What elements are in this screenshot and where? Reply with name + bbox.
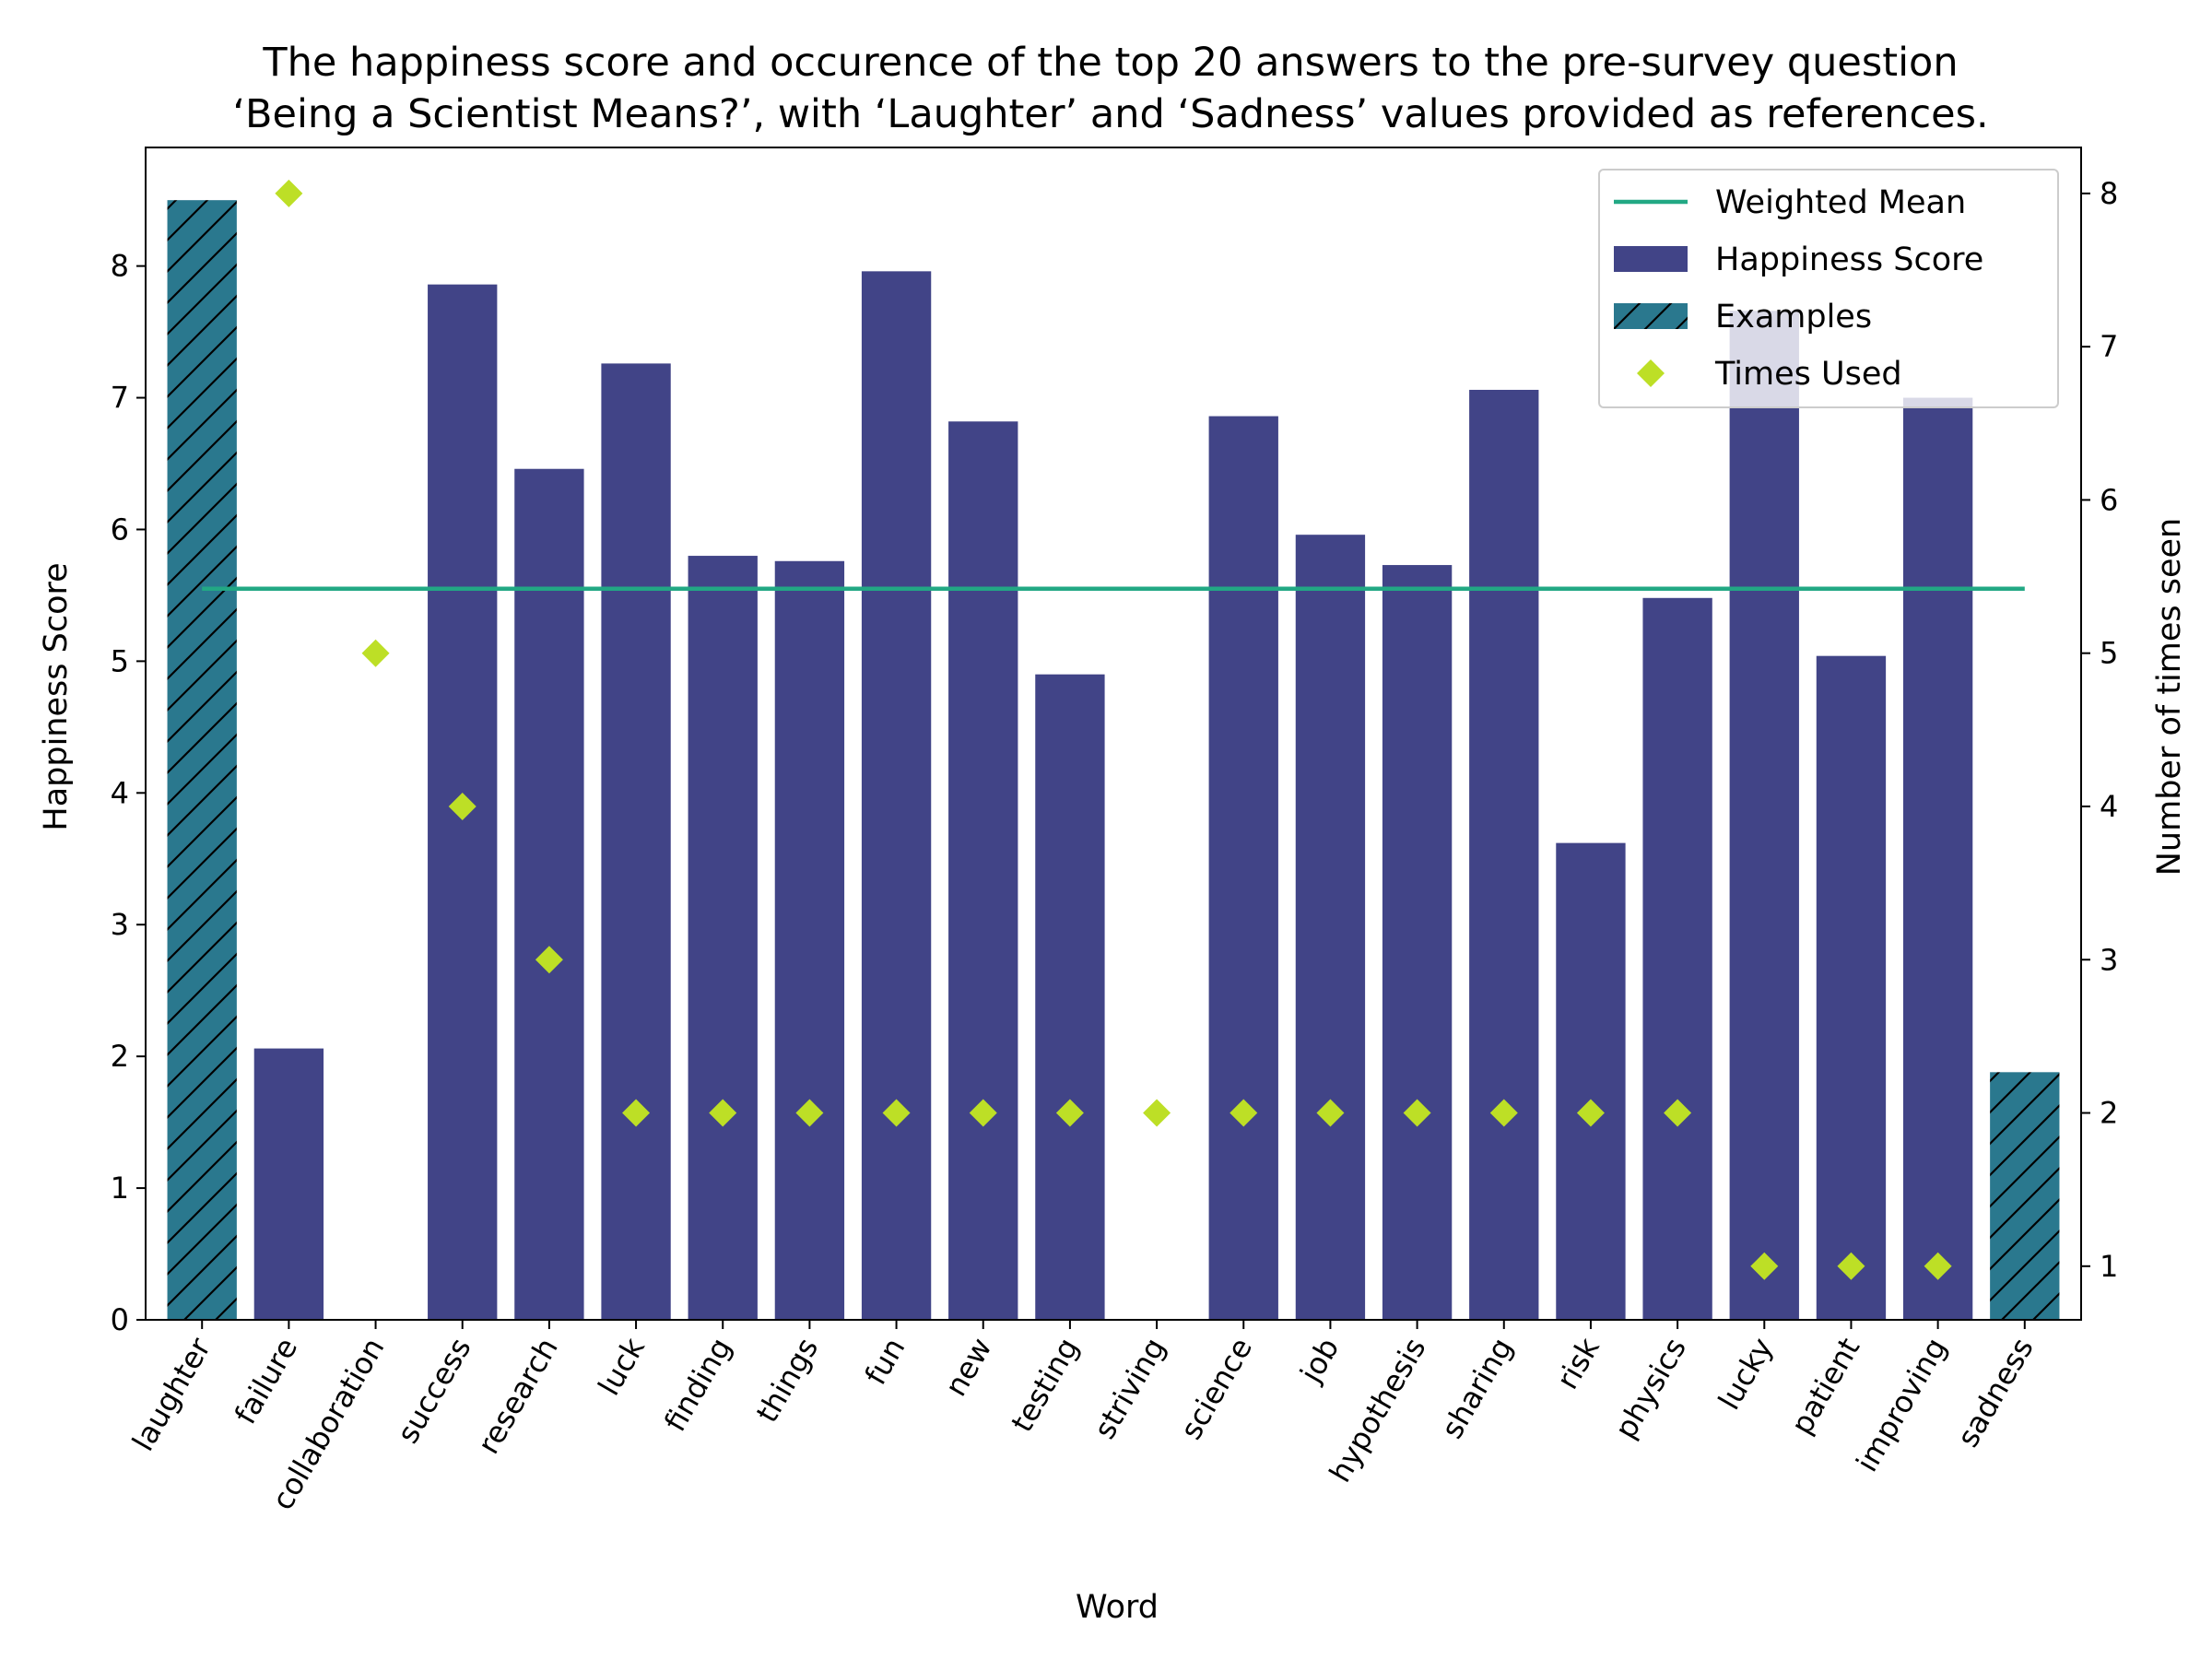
y-tick-label: 2: [111, 1039, 129, 1074]
marker-fun: [882, 1099, 911, 1127]
x-tick-label-fun: fun: [858, 1332, 912, 1391]
bar-things: [774, 560, 845, 1320]
legend-label: Examples: [1715, 299, 1872, 335]
y-axis-label: Happiness Score: [38, 562, 75, 830]
marker-science: [1230, 1099, 1258, 1127]
marker-improving: [1924, 1252, 1952, 1280]
bar-failure: [253, 1048, 324, 1320]
y-tick-label: 5: [111, 643, 129, 678]
y-tick-label: 8: [111, 249, 129, 284]
bar-physics: [1642, 597, 1712, 1320]
x-tick-label-testing: testing: [1004, 1332, 1085, 1438]
y2-tick-label: 5: [2100, 636, 2118, 671]
legend-box: [1598, 169, 2059, 408]
marker-new: [969, 1099, 997, 1127]
marker-luck: [622, 1099, 651, 1127]
example-bar-sadness: [1990, 1072, 2060, 1320]
example-bar-laughter: [167, 200, 237, 1320]
legend-swatch-examples: [1614, 303, 1688, 329]
legend-swatch-times-used: [1637, 359, 1665, 387]
x-tick-label-failure: failure: [228, 1332, 304, 1430]
x-ticks: laughter failurecollaborationsuccessresea…: [125, 1320, 2041, 1516]
right-ticks: 1 2 3 4 5 6 7 8: [2081, 176, 2118, 1284]
legend-label: Happiness Score: [1715, 241, 1983, 278]
marker-hypothesis: [1403, 1099, 1431, 1127]
marker-collaboration: [361, 639, 390, 667]
x-tick-label-physics: physics: [1607, 1332, 1693, 1444]
y2-axis-label: Number of times seen: [2151, 518, 2188, 877]
x-tick-label-laughter: laughter: [125, 1331, 218, 1456]
bar-luck: [601, 363, 671, 1321]
y2-tick-label: 8: [2100, 176, 2118, 211]
bar-fun: [861, 271, 932, 1320]
bar-patient: [1816, 655, 1887, 1320]
x-tick-label-things: things: [749, 1332, 825, 1429]
marker-success: [448, 792, 477, 820]
bar-job: [1295, 535, 1366, 1320]
bars-layer: [167, 200, 2060, 1321]
x-tick-label-new: new: [938, 1332, 999, 1402]
marker-job: [1316, 1099, 1345, 1127]
x-tick-label-patient: patient: [1784, 1332, 1867, 1441]
marker-lucky: [1750, 1252, 1779, 1280]
marker-striving: [1143, 1099, 1171, 1127]
marker-physics: [1664, 1099, 1692, 1127]
markers-layer: [275, 179, 1952, 1280]
marker-research: [535, 946, 563, 974]
bar-hypothesis: [1382, 565, 1453, 1320]
y-tick-label: 3: [111, 907, 129, 942]
marker-failure: [275, 179, 303, 207]
left-ticks: 0 1 2 3 4 5 6 7 8: [111, 249, 146, 1337]
y2-tick-label: 3: [2100, 942, 2118, 977]
x-tick-label-risk: risk: [1549, 1332, 1606, 1395]
bar-new: [948, 421, 1018, 1321]
y-tick-label: 0: [111, 1302, 129, 1337]
y2-tick-label: 4: [2100, 789, 2118, 824]
y2-tick-label: 6: [2100, 482, 2118, 517]
x-tick-label-striving: striving: [1087, 1332, 1172, 1445]
x-tick-label-science: science: [1173, 1332, 1259, 1445]
chart-title-line-1: The happiness score and occurence of the…: [262, 40, 1958, 86]
x-tick-label-success: success: [390, 1332, 477, 1449]
x-tick-label-improving: improving: [1849, 1332, 1953, 1477]
plot-frame: [145, 147, 2082, 1321]
bar-testing: [1035, 674, 1105, 1320]
chart-title: The happiness score and occurence of the…: [232, 40, 1988, 137]
x-tick-label-luck: luck: [591, 1332, 652, 1402]
marker-patient: [1837, 1252, 1865, 1280]
x-tick-label-finding: finding: [657, 1332, 738, 1437]
marker-sharing: [1489, 1099, 1518, 1127]
axes-layer: [145, 147, 2082, 1321]
x-tick-label-sharing: sharing: [1434, 1332, 1520, 1444]
bar-sharing: [1469, 389, 1539, 1320]
x-tick-label-research: research: [471, 1332, 565, 1460]
y-tick-label: 7: [111, 381, 129, 416]
y-tick-label: 4: [111, 775, 129, 810]
bar-finding: [688, 556, 758, 1320]
x-tick-label-sadness: sadness: [1950, 1332, 2041, 1453]
legend-label: Times Used: [1714, 356, 1902, 393]
x-tick-label-lucky: lucky: [1712, 1332, 1780, 1416]
legend-label: Weighted Mean: [1715, 184, 1966, 221]
x-axis-label: Word: [1076, 1589, 1159, 1626]
bar-research: [514, 468, 584, 1320]
bar-improving: [1902, 397, 1973, 1321]
legend: Weighted Mean Happiness Score Examples Time…: [1598, 169, 2059, 408]
marker-finding: [709, 1099, 737, 1127]
bar-science: [1208, 416, 1278, 1320]
x-tick-label-job: job: [1293, 1332, 1347, 1389]
y-tick-label: 1: [111, 1171, 129, 1206]
y-tick-label: 6: [111, 512, 129, 547]
y2-tick-label: 7: [2100, 329, 2118, 364]
marker-risk: [1576, 1099, 1605, 1127]
marker-things: [795, 1099, 824, 1127]
y2-tick-label: 2: [2100, 1096, 2118, 1131]
y2-tick-label: 1: [2100, 1249, 2118, 1284]
bar-risk: [1556, 842, 1626, 1320]
chart-title-line-2: ‘Being a Scientist Means?’, with ‘Laught…: [232, 91, 1988, 137]
legend-swatch-happiness-score: [1614, 246, 1688, 272]
marker-testing: [1055, 1099, 1084, 1127]
bar-lucky: [1729, 311, 1799, 1321]
